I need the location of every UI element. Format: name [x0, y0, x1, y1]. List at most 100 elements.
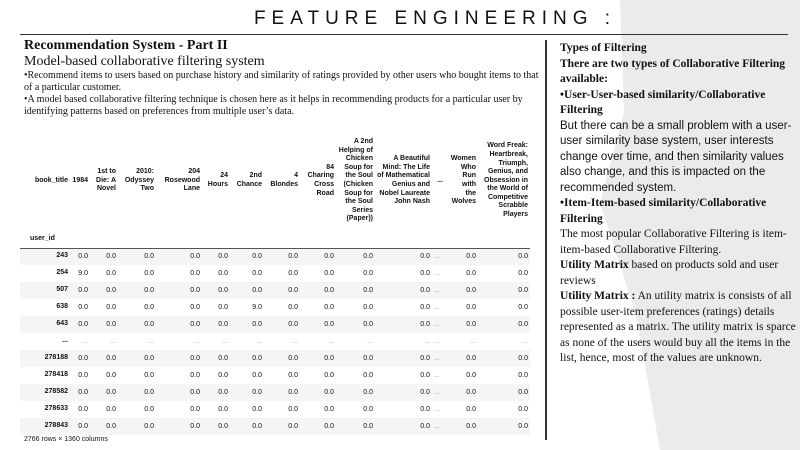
table-cell: ... [434, 287, 440, 294]
left-content: Recommendation System - Part II Model-ba… [24, 38, 539, 118]
table-cell: 0.0 [144, 423, 154, 430]
table-cell: 0.0 [252, 321, 262, 328]
table-cell: ... [110, 338, 116, 345]
bullet-1: •Recommend items to users based on purch… [24, 70, 539, 93]
table-cell: 0.0 [106, 270, 116, 277]
table-row: 278633 0.0 0.0 0.0 0.0 0.0 0.0 0.0 0.0 0.0 0.0... 0… [20, 401, 530, 418]
item-item-heading: •Item-Item-based similarity/Collaborativ… [560, 197, 767, 225]
table-cell: 0.0 [144, 389, 154, 396]
table-cell: 0.0 [420, 389, 430, 396]
table-cell: 0.0 [518, 304, 528, 311]
column-header: 204 Rosewood Lane [164, 168, 200, 193]
table-cell: 0.0 [106, 287, 116, 294]
table-cell: 0.0 [144, 287, 154, 294]
table-cell: 0.0 [106, 253, 116, 261]
table-cell: ... [434, 304, 440, 311]
table-cell: 0.0 [252, 389, 262, 396]
table-cell: 0.0 [420, 287, 430, 294]
table-cell: 0.0 [190, 304, 200, 311]
row-index: 507 [56, 286, 68, 294]
table-cell: 0.0 [78, 287, 88, 294]
table-cell: ... [434, 270, 440, 277]
table-cell: ... [522, 338, 528, 345]
table-cell: 0.0 [144, 406, 154, 413]
table-cell: 0.0 [78, 389, 88, 396]
table-cell: ... [434, 389, 440, 396]
table-cell: 0.0 [106, 389, 116, 396]
table-cell: 0.0 [78, 406, 88, 413]
table-cell: 0.0 [144, 321, 154, 328]
table-cell: 0.0 [420, 423, 430, 430]
table-cell: 0.0 [218, 287, 228, 294]
column-header: A Beautiful Mind: The Life of Mathematic… [377, 155, 430, 206]
table-row: 643 0.0 0.0 0.0 0.0 0.0 0.0 0.0 0.0 0.0 0.0... 0.0 0… [20, 316, 530, 333]
table-cell: 0.0 [518, 270, 528, 277]
table-cell: 0.0 [324, 372, 334, 379]
column-header: A 2nd Helping of Chicken Soup for the So… [338, 138, 373, 223]
table-cell: 0.0 [420, 270, 430, 277]
table-row: 278418 0.0 0.0 0.0 0.0 0.0 0.0 0.0 0.0 0.0 0.0... 0… [20, 367, 530, 384]
table-cell: 0.0 [218, 355, 228, 362]
table-cell: 0.0 [106, 406, 116, 413]
column-header: ... [437, 176, 443, 184]
table-cell: 0.0 [144, 270, 154, 277]
section-heading: Recommendation System - Part II [24, 38, 228, 53]
table-cell: 0.0 [324, 253, 334, 261]
table-cell: 0.0 [324, 355, 334, 362]
column-header: 1st to Die: A Novel [96, 168, 116, 193]
column-header: 84 Charing Cross Road [307, 163, 334, 197]
table-cell: 0.0 [252, 287, 262, 294]
table-cell: 0.0 [288, 253, 298, 261]
table-cell: 0.0 [466, 321, 476, 328]
table-cell: 0.0 [288, 355, 298, 362]
table-cell: 0.0 [218, 253, 228, 261]
slide-title: FEATURE ENGINEERING : [253, 8, 617, 29]
table-cell: ... [434, 423, 440, 430]
table-cell: 9.0 [78, 270, 88, 277]
table-cell: 0.0 [78, 304, 88, 311]
table-cell: ... [434, 338, 440, 345]
table-cell: 0.0 [78, 423, 88, 430]
table-cell: 0.0 [363, 355, 373, 362]
table-cell: 0.0 [466, 423, 476, 430]
types-heading: Types of Filtering [560, 42, 647, 54]
column-header: 4 Blondes [270, 172, 298, 188]
table-cell: 0.0 [190, 253, 200, 261]
table-cell: 0.0 [420, 406, 430, 413]
table-row: ........................................… [20, 333, 530, 350]
table-cell: 0.0 [218, 321, 228, 328]
table-cell: 0.0 [518, 321, 528, 328]
table-cell: 0.0 [363, 253, 373, 261]
row-index: ... [62, 337, 68, 345]
table-cell: 0.0 [218, 304, 228, 311]
table-cell: 0.0 [324, 287, 334, 294]
table-cell: 0.0 [288, 406, 298, 413]
table-cell: 0.0 [420, 372, 430, 379]
section-subheading: Model-based collaborative filtering syst… [24, 54, 265, 69]
column-divider [545, 40, 547, 440]
table-cell: 0.0 [218, 389, 228, 396]
bullet-2: •A model based collaborative filtering t… [24, 94, 523, 117]
user-user-heading: •User-User-based similarity/Collaborativ… [560, 88, 766, 117]
table-cell: 0.0 [252, 406, 262, 413]
title-divider [20, 34, 788, 35]
table-cell: 0.0 [252, 270, 262, 277]
columns-label: book_title [34, 176, 68, 184]
utility-text-2: An utility matrix is consists of all pos… [560, 290, 796, 364]
row-index: 243 [56, 252, 68, 260]
table-cell: 0.0 [420, 304, 430, 311]
table-cell: ... [256, 338, 262, 345]
table-cell: 0.0 [466, 287, 476, 294]
table-cell: 0.0 [288, 304, 298, 311]
table-cell: 0.0 [518, 423, 528, 430]
table-cell: ... [470, 338, 476, 345]
table-cell: 0.0 [363, 372, 373, 379]
table-cell: 0.0 [144, 372, 154, 379]
table-cell: 0.0 [288, 270, 298, 277]
table-cell: 0.0 [218, 406, 228, 413]
table-row: 243 0.0 0.0 0.0 0.0 0.0 0.0 0.0 0.0 0.0 0.0... 0.0 0… [20, 248, 530, 265]
table-cell: 0.0 [288, 423, 298, 430]
table-cell: 0.0 [324, 270, 334, 277]
utility-matrix-1: Utility Matrix based on products sold an… [560, 258, 800, 289]
table-cell: 0.0 [288, 321, 298, 328]
